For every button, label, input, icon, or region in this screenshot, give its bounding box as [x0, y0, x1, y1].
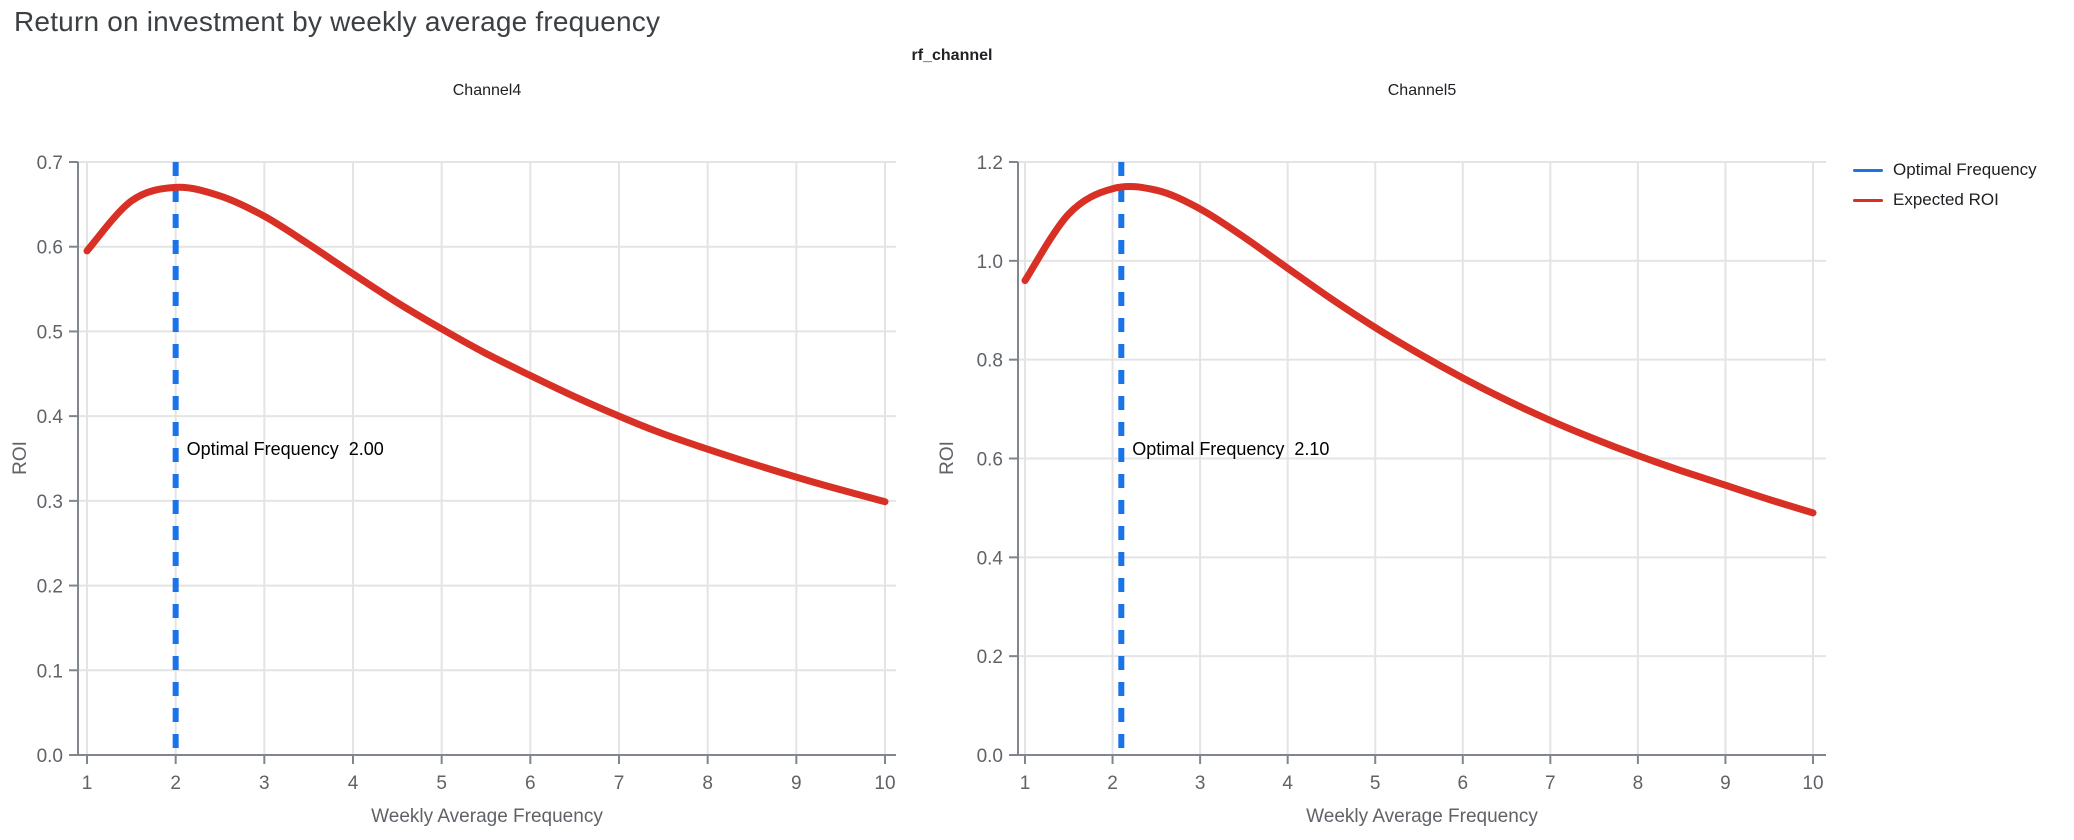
- x-tick-label: 6: [1457, 773, 1468, 794]
- x-tick-label: 3: [259, 773, 270, 794]
- y-tick-label: 0.7: [37, 153, 63, 174]
- expected-roi-curve: [1021, 183, 1817, 517]
- y-tick-label: 0.8: [977, 351, 1003, 372]
- y-tick-label: 0.4: [37, 407, 64, 428]
- legend-item-optimal-frequency[interactable]: Optimal Frequency: [1853, 160, 2037, 180]
- x-axis-title-1: Weekly Average Frequency: [1306, 806, 1538, 827]
- x-tick-label: 9: [1720, 773, 1731, 794]
- chart-svg-0: 0.0 0.1 0.2 0.3 0.4 0.5 0.6 0.7 1 2 3 4 5 6 7 8 9 10: [37, 153, 896, 794]
- x-tick-label: 5: [436, 773, 447, 794]
- x-tick-label: 2: [1107, 773, 1118, 794]
- expected-roi-curve: [83, 183, 889, 506]
- y-tick-label: 0.5: [37, 322, 63, 343]
- x-tick-label: 4: [348, 773, 359, 794]
- y-tick-label: 0.0: [977, 746, 1003, 767]
- x-axis-title-0: Weekly Average Frequency: [371, 806, 603, 827]
- x-tick-label: 1: [82, 773, 93, 794]
- y-axis-title-0: ROI: [10, 441, 31, 475]
- chart-svg-1: 0.0 0.2 0.4 0.6 0.8 1.0 1.2 1 2 3 4 5 6 7 8 9 10: [977, 153, 1826, 794]
- y-tick-label: 0.2: [37, 577, 63, 598]
- legend-label: Optimal Frequency: [1893, 160, 2037, 179]
- y-tick-label: 0.0: [37, 746, 63, 767]
- y-tick-label: 0.6: [37, 238, 63, 259]
- x-tick-label: 2: [170, 773, 181, 794]
- x-tick-label: 7: [1545, 773, 1556, 794]
- subplot-title-channel4: Channel4: [452, 82, 522, 99]
- optimal-frequency-annotation-1: Optimal Frequency 2.10: [1132, 439, 1330, 459]
- optimal-frequency-annotation-0: Optimal Frequency 2.00: [186, 439, 384, 459]
- y-tick-label: 0.1: [37, 661, 63, 682]
- x-tick-label: 3: [1195, 773, 1206, 794]
- y-axis-title-1: ROI: [937, 441, 958, 475]
- x-tick-label: 9: [791, 773, 802, 794]
- legend-label: Expected ROI: [1893, 190, 1999, 209]
- subplot-title-channel5: Channel5: [1387, 82, 1457, 99]
- x-tick-label: 8: [702, 773, 713, 794]
- optimal-frequency-line-swatch: [1853, 168, 1883, 172]
- x-tick-label: 1: [1020, 773, 1031, 794]
- y-tick-label: 0.2: [977, 647, 1003, 668]
- page-title: Return on investment by weekly average f…: [14, 6, 661, 37]
- legend: Optimal Frequency Expected ROI: [1853, 160, 2037, 220]
- y-tick-label: 1.2: [977, 153, 1003, 174]
- x-tick-label: 10: [1802, 773, 1823, 794]
- figure-title: rf_channel: [911, 47, 993, 64]
- y-tick-label: 0.4: [977, 548, 1004, 569]
- x-tick-label: 5: [1370, 773, 1381, 794]
- x-tick-label: 6: [525, 773, 536, 794]
- y-tick-label: 0.6: [977, 450, 1003, 471]
- legend-item-expected-roi[interactable]: Expected ROI: [1853, 190, 2037, 210]
- y-tick-label: 1.0: [977, 252, 1003, 273]
- x-tick-label: 4: [1282, 773, 1293, 794]
- x-tick-label: 10: [874, 773, 895, 794]
- expected-roi-line-swatch: [1853, 198, 1883, 202]
- x-tick-label: 7: [614, 773, 625, 794]
- x-tick-label: 8: [1633, 773, 1644, 794]
- y-tick-label: 0.3: [37, 492, 63, 513]
